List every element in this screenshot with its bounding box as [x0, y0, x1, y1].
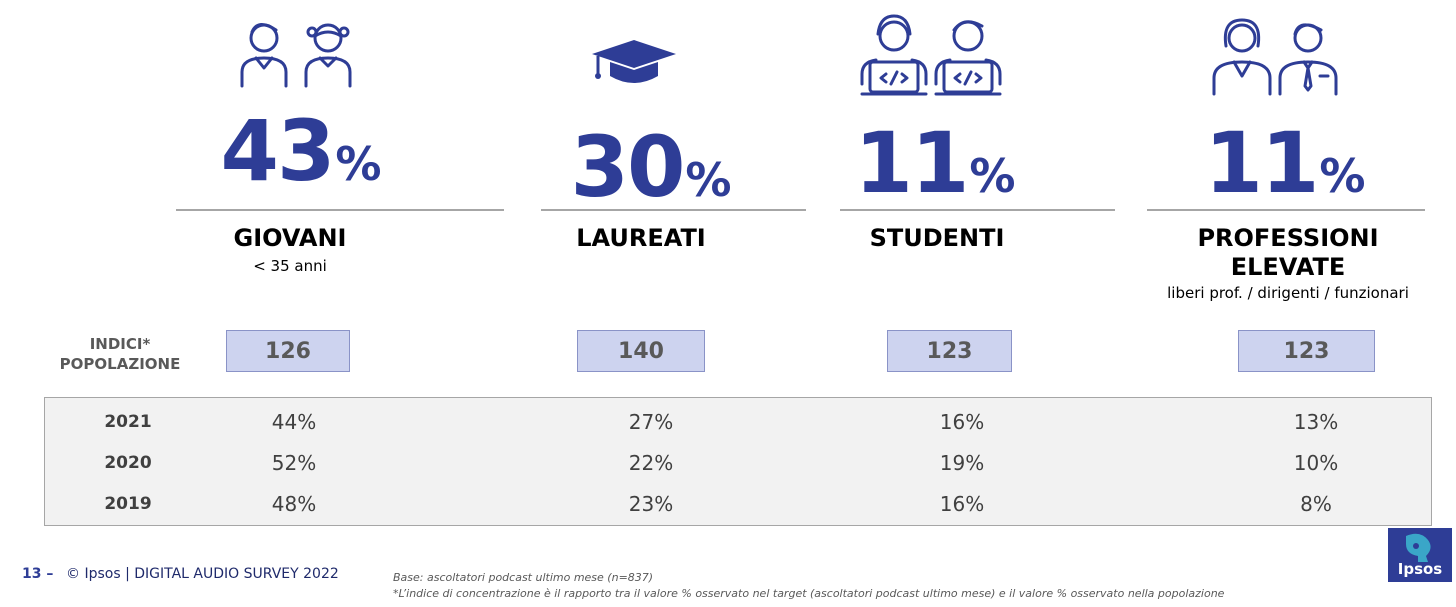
- history-year: 2019: [104, 494, 152, 514]
- divider: [1147, 209, 1425, 211]
- pct-laureati: 30%: [541, 118, 761, 216]
- graduation-cap-icon: [590, 38, 678, 88]
- professionals-icon: [1210, 16, 1340, 96]
- history-value: 19%: [939, 451, 985, 475]
- base-note: Base: ascoltatori podcast ultimo mese (n…: [393, 571, 654, 584]
- pct-value: 11: [854, 114, 970, 212]
- index-box-professioni: 123: [1238, 330, 1375, 372]
- category-label-laureati: LAUREATI: [576, 224, 706, 252]
- history-year: 2021: [104, 412, 152, 432]
- divider: [840, 209, 1115, 211]
- history-value: 16%: [939, 410, 985, 434]
- pct-unit: %: [685, 153, 732, 207]
- students-laptop-icon: [856, 14, 1006, 98]
- pct-unit: %: [1319, 149, 1366, 203]
- index-box-studenti: 123: [887, 330, 1012, 372]
- history-value: 10%: [1293, 451, 1339, 475]
- index-box-laureati: 140: [577, 330, 705, 372]
- pct-unit: %: [335, 137, 382, 191]
- history-value: 8%: [1300, 492, 1332, 516]
- category-label-studenti: STUDENTI: [869, 224, 1005, 252]
- pct-unit: %: [969, 149, 1016, 203]
- pct-studenti: 11%: [840, 114, 1030, 212]
- page-number: 13 –: [22, 566, 54, 582]
- history-value: 23%: [628, 492, 674, 516]
- pct-professioni: 11%: [1190, 114, 1380, 212]
- history-value: 22%: [628, 451, 674, 475]
- pct-value: 30: [570, 118, 686, 216]
- pct-giovani: 43%: [176, 102, 426, 200]
- pct-value: 43: [220, 102, 336, 200]
- history-value: 52%: [271, 451, 317, 475]
- history-value: 44%: [271, 410, 317, 434]
- footnote: *L’indice di concentrazione è il rapport…: [393, 587, 1225, 600]
- index-label: INDICI* POPOLAZIONE: [59, 335, 181, 373]
- history-value: 13%: [1293, 410, 1339, 434]
- history-year: 2020: [104, 453, 152, 473]
- divider: [176, 209, 504, 211]
- category-sub-professioni: liberi prof. / dirigenti / funzionari: [1167, 284, 1409, 302]
- category-label-giovani: GIOVANI: [233, 224, 347, 252]
- history-value: 27%: [628, 410, 674, 434]
- category-sub-giovani: < 35 anni: [253, 257, 327, 275]
- history-value: 48%: [271, 492, 317, 516]
- ipsos-logo: Ipsos: [1388, 528, 1452, 582]
- index-box-giovani: 126: [226, 330, 350, 372]
- history-table: [44, 397, 1432, 526]
- footer-brand: © Ipsos | DIGITAL AUDIO SURVEY 2022: [66, 566, 339, 582]
- category-label-professioni: PROFESSIONI ELEVATE: [1197, 224, 1379, 281]
- pct-value: 11: [1204, 114, 1320, 212]
- young-people-icon: [236, 16, 360, 88]
- divider: [541, 209, 806, 211]
- history-value: 16%: [939, 492, 985, 516]
- logo-text: Ipsos: [1397, 560, 1443, 578]
